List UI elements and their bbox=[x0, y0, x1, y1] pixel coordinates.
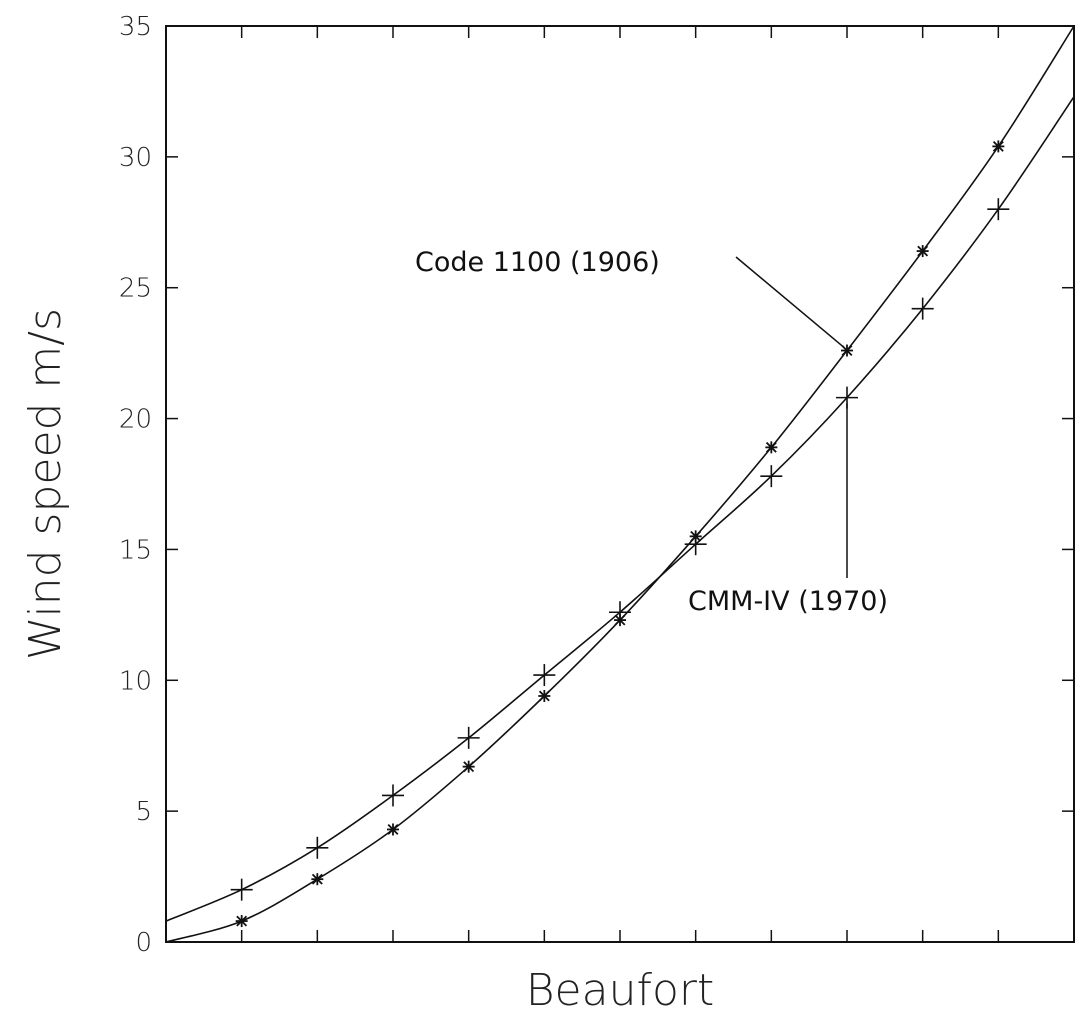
y-tick-label: 30 bbox=[119, 143, 152, 173]
plus-marker bbox=[533, 664, 556, 687]
code-1100-leader-line bbox=[735, 256, 844, 348]
x-axis-title: Beaufort bbox=[526, 965, 714, 1016]
y-tick-label: 10 bbox=[119, 666, 152, 696]
y-tick-label: 5 bbox=[135, 797, 152, 827]
y-axis-title: Wind speed m/s bbox=[20, 308, 71, 660]
asterisk-marker bbox=[235, 915, 248, 928]
series-line-1 bbox=[165, 96, 1075, 922]
asterisk-marker bbox=[462, 760, 475, 773]
annotations: Code 1100 (1906) CMM-IV (1970) bbox=[415, 247, 888, 617]
plus-marker bbox=[609, 601, 631, 624]
plus-marker bbox=[684, 533, 707, 556]
series-markers bbox=[230, 140, 1010, 928]
axis-ticks bbox=[166, 26, 1074, 942]
asterisk-marker bbox=[387, 823, 399, 836]
y-tick-label: 35 bbox=[119, 12, 152, 42]
asterisk-marker bbox=[311, 873, 324, 886]
cmm-iv-label: CMM-IV (1970) bbox=[688, 586, 888, 617]
plus-marker bbox=[457, 726, 480, 749]
plot-frame bbox=[165, 25, 1075, 943]
asterisk-marker bbox=[992, 140, 1005, 153]
y-tick-label: 0 bbox=[135, 928, 152, 958]
code-1100-label: Code 1100 (1906) bbox=[415, 247, 660, 278]
asterisk-marker bbox=[916, 245, 929, 258]
asterisk-marker bbox=[841, 344, 853, 357]
y-tick-label: 20 bbox=[119, 405, 152, 435]
plus-marker bbox=[987, 198, 1010, 221]
series-line-0 bbox=[165, 25, 1075, 943]
plus-marker bbox=[382, 784, 404, 807]
plus-marker bbox=[911, 297, 934, 320]
y-tick-label: 15 bbox=[119, 535, 152, 565]
plus-marker bbox=[230, 878, 253, 901]
series-curves bbox=[165, 25, 1075, 943]
asterisk-marker bbox=[765, 441, 778, 454]
plus-marker bbox=[306, 836, 329, 859]
y-tick-labels: 0 5 10 15 20 25 30 35 bbox=[119, 12, 152, 958]
asterisk-marker bbox=[538, 689, 551, 702]
y-tick-label: 25 bbox=[119, 274, 152, 304]
plus-marker bbox=[760, 465, 783, 488]
